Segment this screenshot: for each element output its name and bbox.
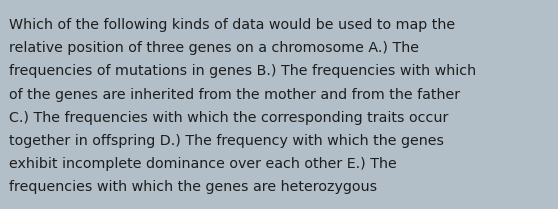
Text: relative position of three genes on a chromosome A.) The: relative position of three genes on a ch…	[9, 41, 419, 55]
Text: of the genes are inherited from the mother and from the father: of the genes are inherited from the moth…	[9, 88, 460, 102]
Text: Which of the following kinds of data would be used to map the: Which of the following kinds of data wou…	[9, 18, 455, 32]
Text: frequencies of mutations in genes B.) The frequencies with which: frequencies of mutations in genes B.) Th…	[9, 64, 476, 78]
Text: C.) The frequencies with which the corresponding traits occur: C.) The frequencies with which the corre…	[9, 111, 449, 125]
Text: together in offspring D.) The frequency with which the genes: together in offspring D.) The frequency …	[9, 134, 444, 148]
Text: exhibit incomplete dominance over each other E.) The: exhibit incomplete dominance over each o…	[9, 157, 397, 171]
Text: frequencies with which the genes are heterozygous: frequencies with which the genes are het…	[9, 180, 377, 194]
